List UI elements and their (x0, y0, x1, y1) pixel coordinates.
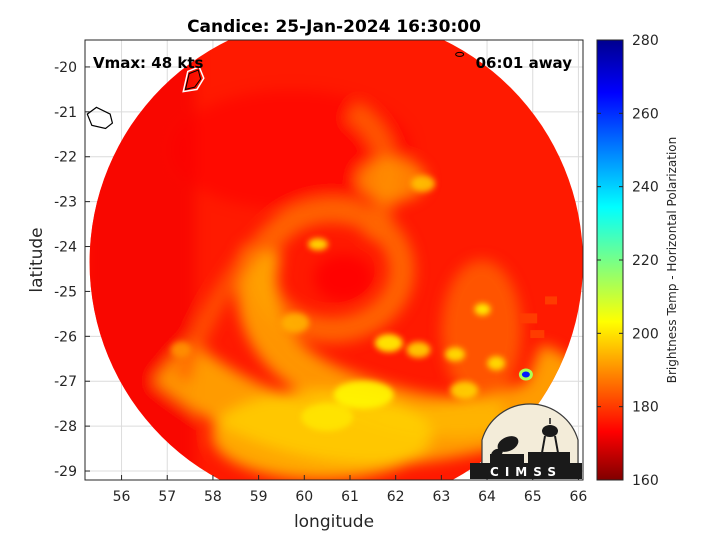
colorbar-ticks: 160 180 200 220 240 260 280 (597, 33, 659, 489)
colorbar-tick-label: 220 (632, 253, 659, 269)
y-tick-label: -22 (54, 150, 77, 166)
colorbar-tick-label: 200 (632, 326, 659, 342)
colorbar-tick-label: 240 (632, 180, 659, 196)
x-tick-label: 63 (432, 489, 450, 505)
x-axis-ticks: 56 57 58 59 60 61 62 63 64 65 66 (113, 475, 588, 505)
x-tick-label: 58 (204, 489, 222, 505)
warm-spot (521, 371, 530, 378)
swath-edge-pixels (519, 238, 569, 339)
mauritius-coastline-inner (184, 69, 202, 91)
y-axis-label: latitude (27, 227, 47, 292)
mauritius-coastline (182, 65, 205, 93)
y-tick-label: -28 (54, 419, 77, 435)
y-tick-label: -23 (54, 195, 77, 211)
y-tick-label: -20 (54, 60, 77, 76)
x-tick-label: 65 (524, 489, 542, 505)
y-tick-label: -21 (54, 105, 77, 121)
x-tick-label: 60 (295, 489, 313, 505)
x-tick-label: 59 (250, 489, 268, 505)
x-tick-label: 66 (570, 489, 588, 505)
time-away-annotation: 06:01 away (476, 54, 573, 72)
reunion-coastline (86, 106, 114, 130)
x-tick-label: 64 (478, 489, 496, 505)
cimss-logo-text: CIMSS (490, 465, 562, 479)
y-tick-label: -27 (54, 374, 77, 390)
cimss-logo: CIMSS (470, 403, 582, 479)
y-tick-label: -26 (54, 329, 77, 345)
x-tick-label: 61 (341, 489, 359, 505)
y-tick-label: -25 (54, 284, 77, 300)
rodrigues-coastline (455, 51, 465, 57)
chart-title: Candice: 25-Jan-2024 16:30:00 (187, 17, 481, 37)
colorbar-gradient (596, 39, 624, 481)
colorbar-tick-label: 180 (632, 400, 659, 416)
colorbar-tick-label: 280 (632, 33, 659, 49)
y-axis-ticks: -20 -21 -22 -23 -24 -25 -26 -27 -28 -29 (54, 60, 90, 480)
axes-frame (84, 39, 584, 481)
vmax-annotation: Vmax: 48 kts (93, 54, 203, 72)
x-tick-label: 56 (113, 489, 131, 505)
y-tick-label: -29 (54, 464, 77, 480)
brightness-temperature-swath (89, 40, 583, 480)
x-tick-label: 57 (158, 489, 176, 505)
colorbar-label: Brightness Temp - Horizontal Polarizatio… (665, 137, 679, 384)
colorbar: 160 180 200 220 240 260 280 Brightness Temp - … (596, 33, 679, 489)
colorbar-tick-label: 160 (632, 473, 659, 489)
x-tick-label: 62 (387, 489, 405, 505)
coastlines (86, 51, 465, 130)
convective-cells (170, 175, 506, 432)
y-tick-label: -24 (54, 240, 77, 256)
colorbar-tick-label: 260 (632, 106, 659, 122)
x-axis-label: longitude (294, 512, 374, 532)
